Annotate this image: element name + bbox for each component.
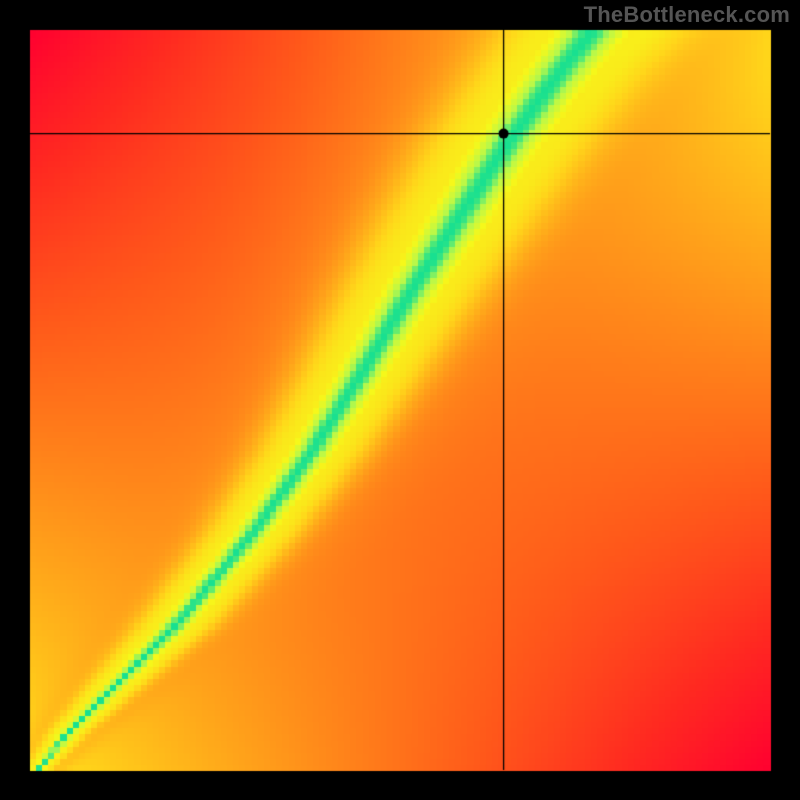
watermark-text: TheBottleneck.com [584, 2, 790, 28]
bottleneck-heatmap [0, 0, 800, 800]
figure-container: TheBottleneck.com [0, 0, 800, 800]
